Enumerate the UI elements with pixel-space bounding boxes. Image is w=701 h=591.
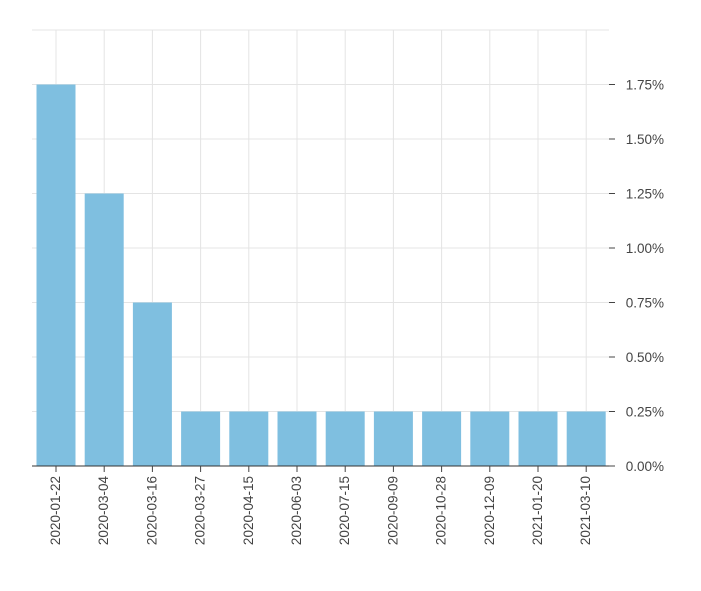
y-tick-label: 1.50% xyxy=(626,132,664,147)
y-tick-label: 0.25% xyxy=(626,405,664,420)
axes xyxy=(32,84,615,472)
x-tick-label: 2020-01-22 xyxy=(48,476,63,545)
y-tick-label: 0.00% xyxy=(626,459,664,474)
x-tick-label: 2021-03-10 xyxy=(578,476,593,545)
x-tick-label: 2020-09-09 xyxy=(385,476,400,545)
y-tick-label: 1.25% xyxy=(626,187,664,202)
y-tick-label: 1.00% xyxy=(626,241,664,256)
bar-2020-03-27[interactable] xyxy=(181,411,221,467)
bars xyxy=(36,84,606,467)
y-tick-label: 1.75% xyxy=(626,78,664,93)
bar-2020-03-04[interactable] xyxy=(84,193,124,467)
y-tick-label: 0.75% xyxy=(626,296,664,311)
bar-2021-03-10[interactable] xyxy=(566,411,606,467)
bar-2020-06-03[interactable] xyxy=(277,411,317,467)
x-tick-label: 2020-12-09 xyxy=(482,476,497,545)
bar-2020-01-22[interactable] xyxy=(36,84,76,467)
tick-labels: 2020-01-22 2020-03-04 2020-03-16 2020-03-27… xyxy=(48,78,664,546)
x-tick-label: 2021-01-20 xyxy=(530,476,545,545)
bar-2020-10-28[interactable] xyxy=(422,411,462,467)
x-tick-label: 2020-07-15 xyxy=(337,476,352,545)
bar-2020-07-15[interactable] xyxy=(325,411,365,467)
x-tick-label: 2020-03-27 xyxy=(193,476,208,545)
x-tick-label: 2020-10-28 xyxy=(434,476,449,545)
bar-2020-12-09[interactable] xyxy=(470,411,510,467)
x-tick-label: 2020-03-16 xyxy=(144,476,159,545)
bar-2020-03-16[interactable] xyxy=(132,302,172,467)
x-tick-label: 2020-04-15 xyxy=(241,476,256,545)
x-tick-label: 2020-06-03 xyxy=(289,476,304,545)
bar-2021-01-20[interactable] xyxy=(518,411,558,467)
y-tick-label: 0.50% xyxy=(626,350,664,365)
bar-2020-04-15[interactable] xyxy=(229,411,269,467)
x-tick-label: 2020-03-04 xyxy=(96,476,111,546)
grid xyxy=(32,29,609,466)
bar-2020-09-09[interactable] xyxy=(373,411,413,467)
